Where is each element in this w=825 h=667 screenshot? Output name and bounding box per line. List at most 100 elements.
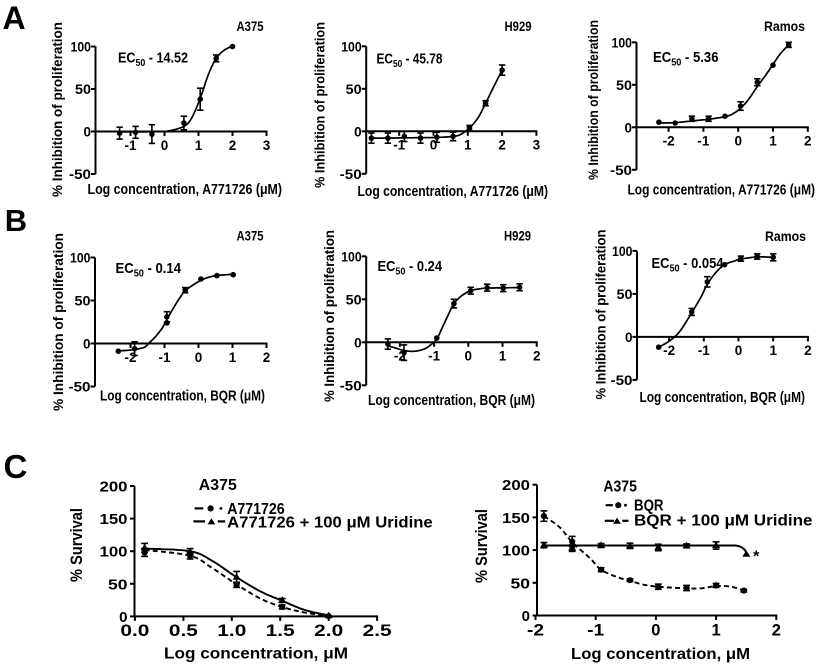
svg-text:0: 0 <box>430 138 438 153</box>
svg-text:0: 0 <box>354 335 362 350</box>
svg-text:-1: -1 <box>428 349 440 364</box>
svg-text:EC50 - 0.14: EC50 - 0.14 <box>116 260 182 280</box>
svg-text:Log concentration, μM: Log concentration, μM <box>164 646 348 663</box>
svg-text:-1: -1 <box>698 343 710 358</box>
svg-text:0: 0 <box>161 138 169 153</box>
svg-text:1.0: 1.0 <box>217 622 246 640</box>
svg-text:0: 0 <box>83 337 91 352</box>
svg-text:% Inhibition of proliferation: % Inhibition of proliferation <box>321 230 337 402</box>
svg-text:50: 50 <box>75 82 91 97</box>
svg-text:2: 2 <box>804 134 812 149</box>
svg-text:2: 2 <box>533 349 541 364</box>
svg-text:1: 1 <box>464 138 472 153</box>
svg-text:BQR: BQR <box>634 498 664 515</box>
svg-text:-1: -1 <box>158 350 170 365</box>
svg-text:2.0: 2.0 <box>314 622 343 640</box>
svg-text:100: 100 <box>71 40 92 55</box>
svg-text:1.5: 1.5 <box>266 622 295 640</box>
svg-text:% Inhibition of proliferation: % Inhibition of proliferation <box>585 20 601 180</box>
svg-text:-1: -1 <box>124 138 136 153</box>
svg-text:0: 0 <box>354 124 362 139</box>
svg-text:*: * <box>753 549 760 566</box>
svg-text:% Inhibition of proliferation: % Inhibition of proliferation <box>49 22 65 197</box>
svg-text:50: 50 <box>75 294 91 309</box>
svg-text:200: 200 <box>502 477 530 494</box>
svg-text:BQR + 100 μM Uridine: BQR + 100 μM Uridine <box>634 513 813 530</box>
svg-text:100: 100 <box>612 35 633 50</box>
svg-text:0: 0 <box>83 125 91 140</box>
svg-text:2: 2 <box>263 350 271 365</box>
svg-text:A771726: A771726 <box>227 501 285 518</box>
svg-text:2: 2 <box>772 621 781 639</box>
svg-text:50: 50 <box>617 287 633 302</box>
svg-text:0: 0 <box>119 609 127 626</box>
svg-text:1: 1 <box>229 350 237 365</box>
svg-text:3: 3 <box>533 138 541 153</box>
svg-text:2: 2 <box>804 343 812 358</box>
svg-text:-2: -2 <box>124 350 136 365</box>
svg-text:50: 50 <box>616 78 632 93</box>
svg-text:-50: -50 <box>611 373 633 388</box>
svg-text:-1: -1 <box>697 134 709 149</box>
svg-text:0.0: 0.0 <box>120 622 149 640</box>
svg-text:2: 2 <box>498 138 506 153</box>
svg-text:A375: A375 <box>237 228 264 244</box>
svg-text:100: 100 <box>341 249 362 264</box>
svg-text:1: 1 <box>499 349 507 364</box>
svg-text:100: 100 <box>341 39 362 54</box>
svg-text:0: 0 <box>522 608 530 625</box>
svg-text:Log concentration, A771726 (μM: Log concentration, A771726 (μM) <box>88 181 283 198</box>
svg-text:-50: -50 <box>610 163 632 178</box>
svg-text:Ramos: Ramos <box>764 18 805 34</box>
svg-text:Ramos: Ramos <box>765 228 806 244</box>
svg-text:EC50 - 45.78: EC50 - 45.78 <box>377 51 443 71</box>
svg-text:200: 200 <box>100 479 128 496</box>
svg-text:-50: -50 <box>69 380 91 395</box>
svg-text:50: 50 <box>511 575 531 592</box>
svg-text:A375: A375 <box>199 477 237 494</box>
svg-text:1: 1 <box>769 134 777 149</box>
svg-text:150: 150 <box>100 511 128 528</box>
svg-text:1: 1 <box>195 138 203 153</box>
svg-text:100: 100 <box>502 543 530 560</box>
svg-text:150: 150 <box>502 510 530 527</box>
svg-text:2.5: 2.5 <box>363 622 392 640</box>
svg-text:Log concentration, A771726 (μM: Log concentration, A771726 (μM) <box>628 182 816 199</box>
svg-text:C: C <box>4 448 28 485</box>
svg-text:50: 50 <box>108 576 128 593</box>
svg-text:% Survival: % Survival <box>67 508 86 582</box>
svg-text:A375: A375 <box>237 18 264 34</box>
svg-text:-2: -2 <box>663 134 675 149</box>
svg-text:Log concentration, BQR (μM): Log concentration, BQR (μM) <box>640 389 806 406</box>
svg-text:2: 2 <box>229 138 237 153</box>
svg-text:Log concentration, μM: Log concentration, μM <box>571 646 750 663</box>
svg-text:0: 0 <box>195 350 203 365</box>
svg-text:H929: H929 <box>504 228 531 244</box>
svg-text:B: B <box>5 203 27 238</box>
svg-text:EC50 - 0.054: EC50 - 0.054 <box>652 255 725 275</box>
svg-text:Log concentration, A771726 (μM: Log concentration, A771726 (μM) <box>358 183 549 200</box>
svg-text:-50: -50 <box>69 167 91 182</box>
svg-text:% Inhibition of proliferation: % Inhibition of proliferation <box>592 230 608 400</box>
svg-text:Log concentration, BQR (μM): Log concentration, BQR (μM) <box>368 392 535 409</box>
svg-text:3: 3 <box>263 138 271 153</box>
svg-text:0: 0 <box>734 134 742 149</box>
svg-text:0: 0 <box>651 621 660 639</box>
svg-text:-2: -2 <box>527 621 544 639</box>
svg-text:A771726 + 100 μM Uridine: A771726 + 100 μM Uridine <box>227 515 433 532</box>
svg-text:0: 0 <box>465 349 473 364</box>
svg-text:-2: -2 <box>663 343 675 358</box>
svg-text:-50: -50 <box>340 378 362 393</box>
svg-text:100: 100 <box>70 251 91 266</box>
svg-text:0.5: 0.5 <box>169 622 198 640</box>
svg-text:0: 0 <box>625 330 633 345</box>
svg-text:% Inhibition of proliferation: % Inhibition of proliferation <box>312 22 328 188</box>
svg-text:EC50 - 14.52: EC50 - 14.52 <box>118 50 188 70</box>
svg-text:A375: A375 <box>603 479 637 496</box>
svg-text:100: 100 <box>100 544 128 561</box>
svg-text:100: 100 <box>612 244 633 259</box>
svg-text:% Inhibition of proliferation: % Inhibition of proliferation <box>50 233 66 411</box>
svg-text:50: 50 <box>346 82 362 97</box>
svg-text:0: 0 <box>624 120 632 135</box>
svg-text:1: 1 <box>769 343 777 358</box>
